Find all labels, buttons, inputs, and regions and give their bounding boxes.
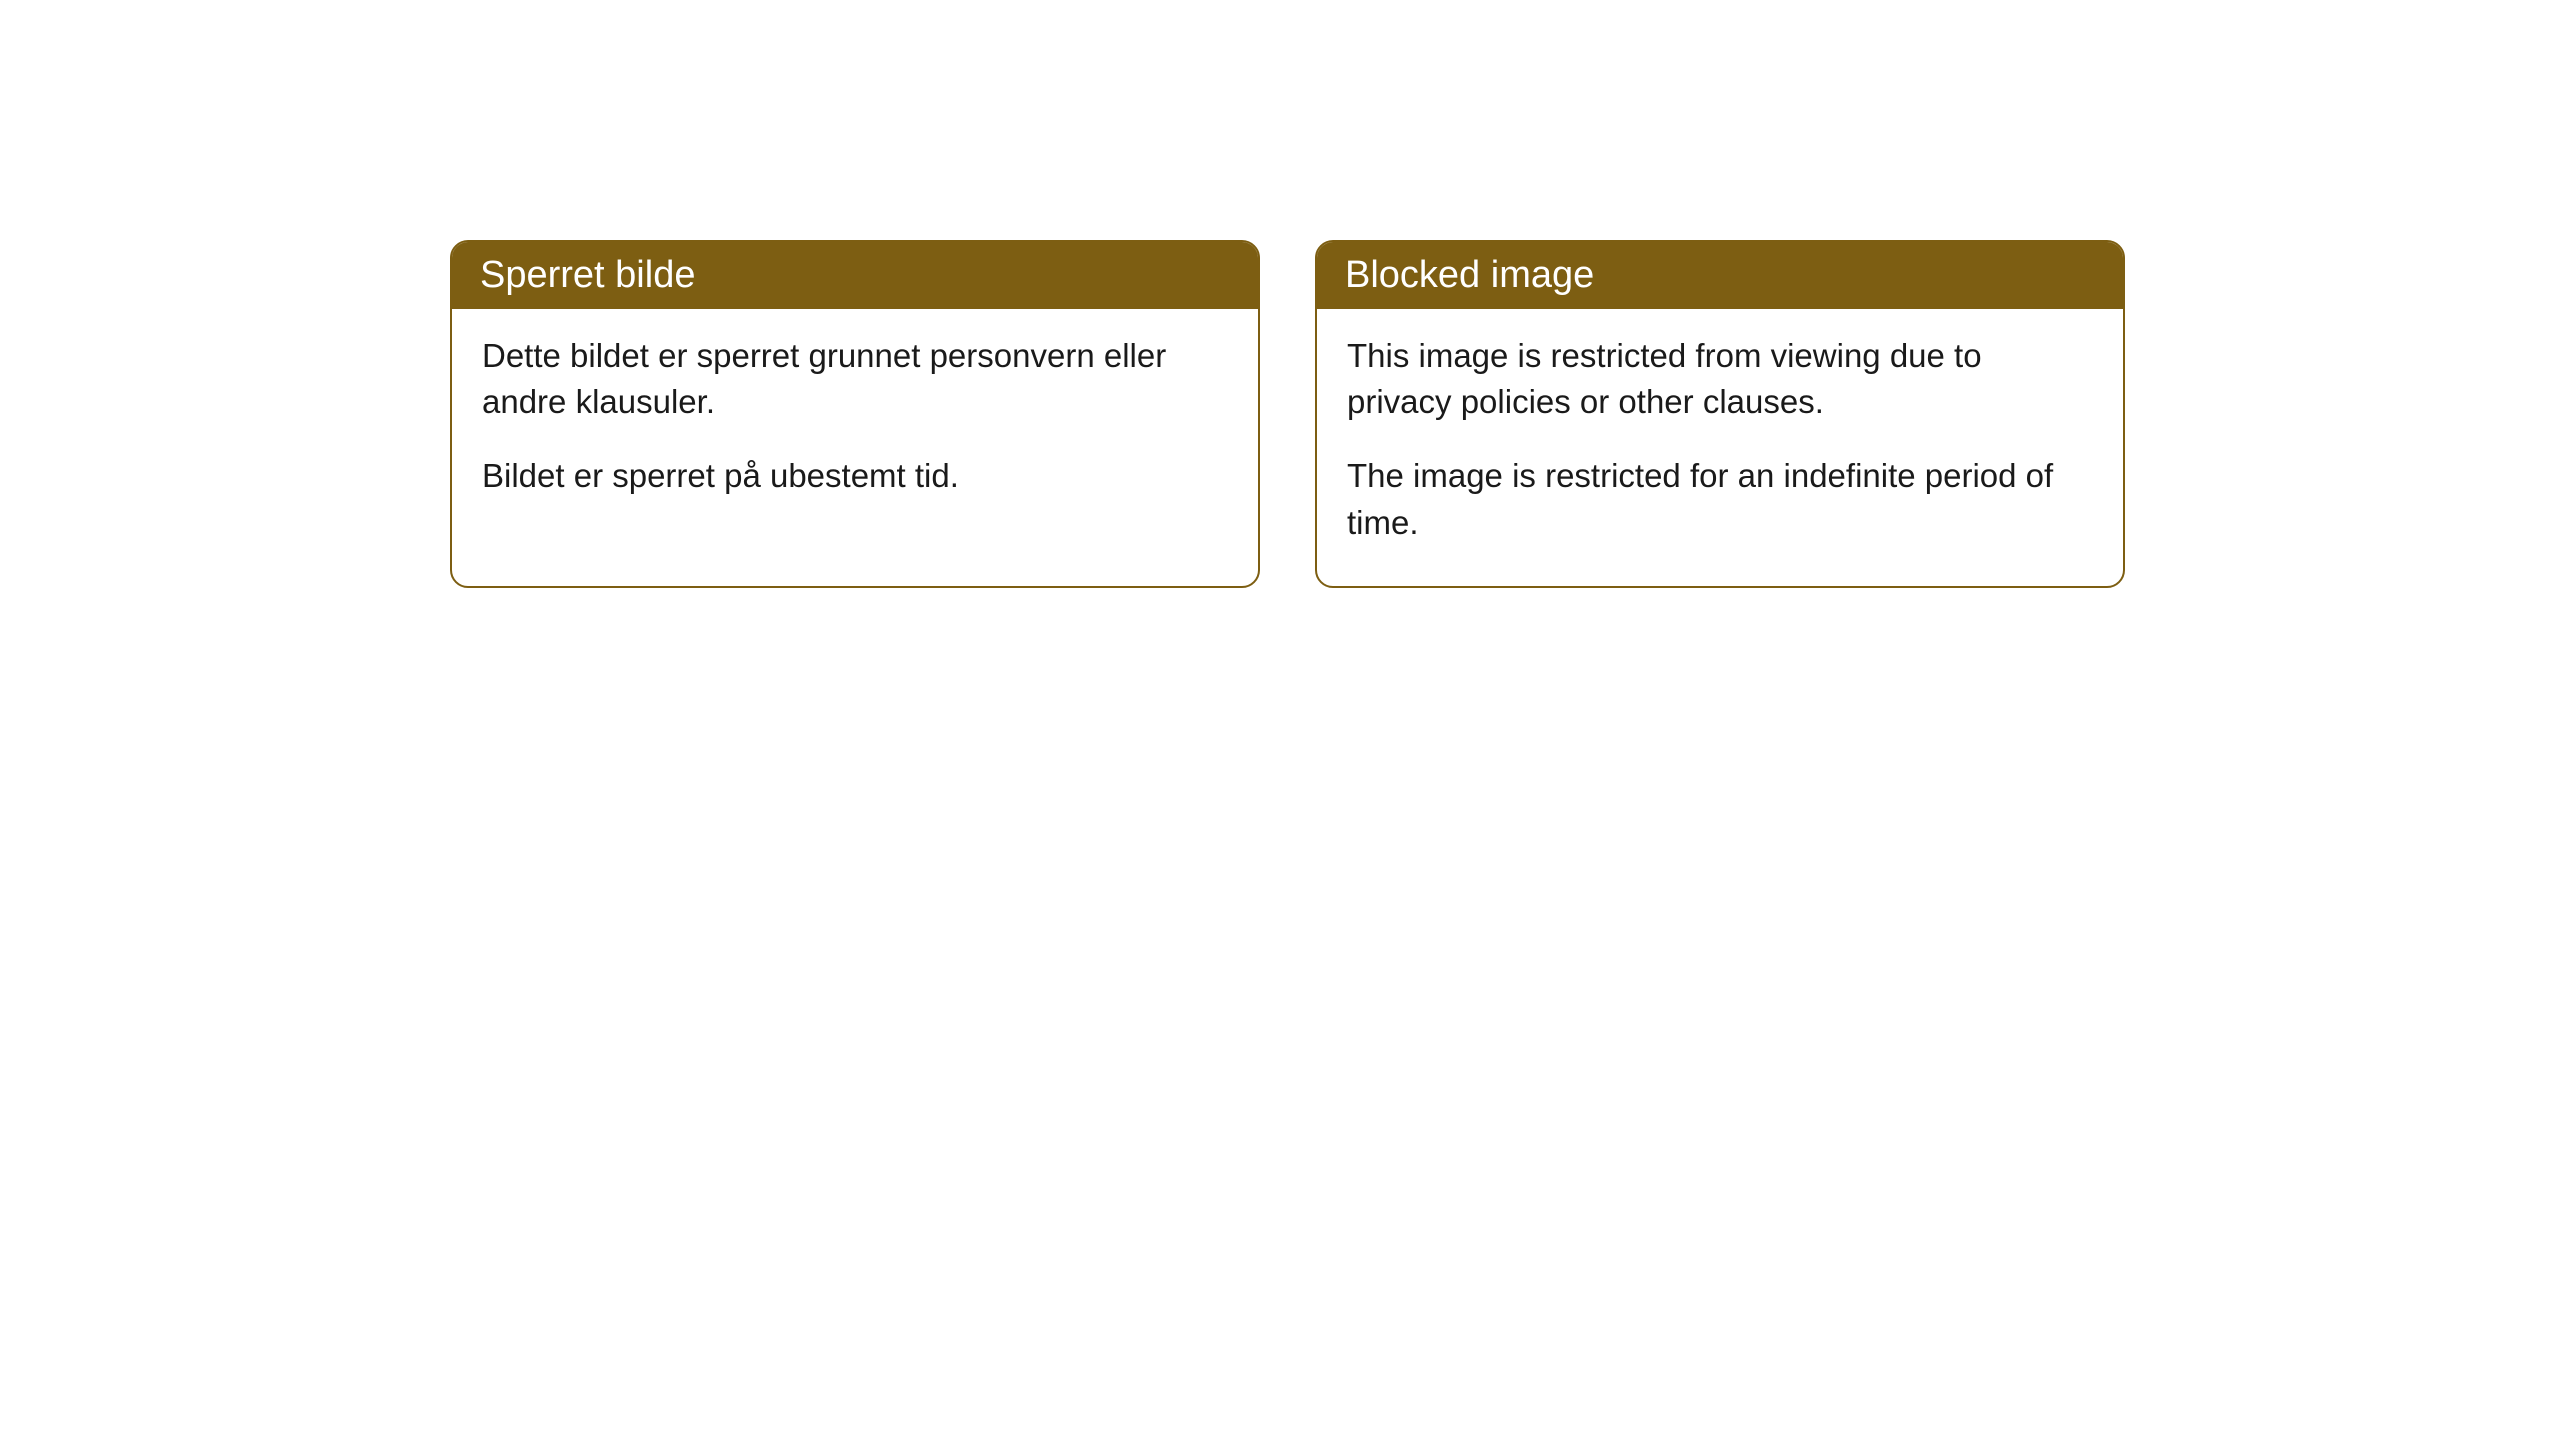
card-body: Dette bildet er sperret grunnet personve… [452,309,1258,540]
card-paragraph: The image is restricted for an indefinit… [1347,453,2093,545]
card-header: Blocked image [1317,242,2123,309]
card-title: Sperret bilde [480,254,695,296]
card-norwegian: Sperret bilde Dette bildet er sperret gr… [450,240,1260,588]
cards-container: Sperret bilde Dette bildet er sperret gr… [0,0,2560,588]
card-paragraph: Dette bildet er sperret grunnet personve… [482,333,1228,425]
card-paragraph: Bildet er sperret på ubestemt tid. [482,453,1228,499]
card-header: Sperret bilde [452,242,1258,309]
card-english: Blocked image This image is restricted f… [1315,240,2125,588]
card-title: Blocked image [1345,254,1594,296]
card-paragraph: This image is restricted from viewing du… [1347,333,2093,425]
card-body: This image is restricted from viewing du… [1317,309,2123,586]
